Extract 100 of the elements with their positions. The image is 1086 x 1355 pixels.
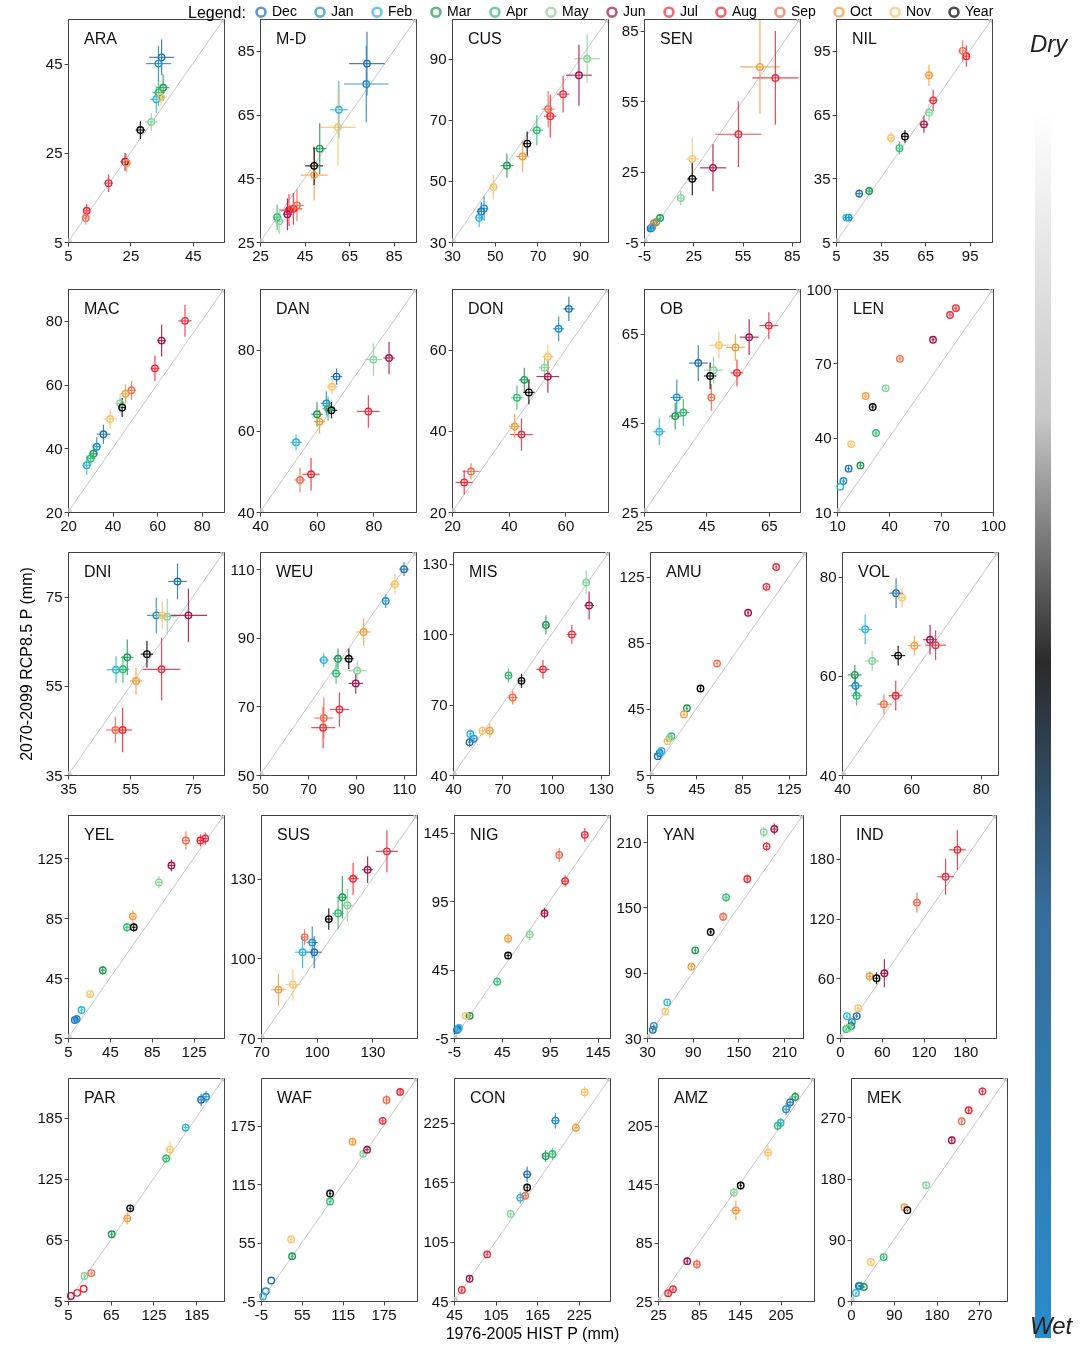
x-tick-label: 60 bbox=[308, 516, 326, 534]
legend-label: Oct bbox=[850, 3, 872, 20]
x-tick-label: 45 bbox=[102, 1042, 119, 1060]
x-tick-label: 125 bbox=[181, 1042, 207, 1060]
text: NIG bbox=[470, 826, 499, 843]
y-tick-label: 270 bbox=[820, 1108, 846, 1126]
x-tick-label: 95 bbox=[541, 1042, 559, 1060]
x-tick-label: 90 bbox=[684, 1042, 702, 1060]
x-tick-label: 100 bbox=[539, 779, 565, 797]
legend-label: Feb bbox=[388, 3, 413, 20]
x-tick-label: 85 bbox=[143, 1042, 161, 1060]
y-tick-label: 20 bbox=[429, 503, 447, 521]
y-tick-label: 120 bbox=[809, 910, 835, 928]
x-tick-label: 65 bbox=[917, 246, 934, 264]
x-tick-label: 70 bbox=[253, 1042, 270, 1060]
x-tick-label: 45 bbox=[698, 516, 716, 534]
x-tick-label: 130 bbox=[588, 779, 614, 797]
x-tick-label: 60 bbox=[873, 1042, 891, 1060]
y-tick-label: 5 bbox=[54, 233, 63, 251]
y-tick-label: 10 bbox=[814, 503, 832, 521]
text: ARA bbox=[84, 30, 118, 47]
text: PAR bbox=[84, 1089, 116, 1106]
text: DON bbox=[468, 300, 504, 317]
y-tick-label: 85 bbox=[45, 909, 63, 927]
y-tick-label: 205 bbox=[627, 1117, 653, 1135]
x-tick-label: 35 bbox=[872, 246, 890, 264]
y-tick-label: 75 bbox=[45, 588, 63, 606]
text: MEK bbox=[867, 1089, 902, 1106]
y-tick-label: 50 bbox=[237, 766, 255, 784]
y-tick-label: 100 bbox=[422, 625, 448, 643]
y-tick-label: 80 bbox=[45, 312, 63, 330]
x-tick-label: 125 bbox=[141, 1305, 167, 1323]
x-tick-label: 60 bbox=[149, 516, 166, 534]
text: YAN bbox=[663, 826, 695, 843]
x-tick-label: 40 bbox=[881, 516, 898, 534]
y-tick-label: 185 bbox=[37, 1109, 63, 1127]
y-tick-label: 45 bbox=[45, 969, 63, 987]
y-tick-label: 45 bbox=[621, 414, 639, 432]
x-tick-label: 55 bbox=[122, 779, 140, 797]
x-tick-label: 185 bbox=[184, 1305, 210, 1323]
x-tick-label: 125 bbox=[776, 779, 802, 797]
x-tick-label: 75 bbox=[184, 779, 202, 797]
text: SEN bbox=[660, 30, 693, 47]
x-tick-label: 45 bbox=[688, 779, 706, 797]
y-tick-label: 100 bbox=[806, 280, 832, 298]
y-tick-label: 40 bbox=[819, 766, 837, 784]
x-tick-label: 180 bbox=[953, 1042, 979, 1060]
x-tick-label: 80 bbox=[193, 516, 211, 534]
x-tick-label: 45 bbox=[296, 246, 314, 264]
y-tick-label: 70 bbox=[814, 354, 832, 372]
y-tick-label: 45 bbox=[431, 1292, 449, 1310]
y-tick-label: 85 bbox=[627, 634, 645, 652]
y-tick-label: 80 bbox=[819, 568, 837, 586]
y-tick-label: 40 bbox=[45, 439, 63, 457]
text: DAN bbox=[276, 300, 310, 317]
x-tick-label: 70 bbox=[494, 779, 512, 797]
y-tick-label: 80 bbox=[237, 341, 255, 359]
x-tick-label: 45 bbox=[494, 1042, 511, 1060]
y-tick-label: 225 bbox=[423, 1114, 449, 1132]
x-tick-label: 25 bbox=[685, 246, 703, 264]
x-tick-label: 55 bbox=[734, 246, 752, 264]
y-tick-label: 90 bbox=[624, 964, 642, 982]
text: YEL bbox=[84, 826, 115, 843]
x-tick-label: 70 bbox=[300, 779, 317, 797]
x-tick-label: 205 bbox=[768, 1305, 794, 1323]
x-tick-label: 105 bbox=[483, 1305, 509, 1323]
y-tick-label: 30 bbox=[624, 1029, 642, 1047]
x-tick-label: 65 bbox=[760, 516, 778, 534]
y-tick-label: 100 bbox=[230, 949, 256, 967]
x-tick-label: 180 bbox=[924, 1305, 950, 1323]
y-tick-label: 5 bbox=[54, 1029, 63, 1047]
x-tick-label: 100 bbox=[304, 1042, 330, 1060]
legend-label: Dec bbox=[272, 3, 297, 20]
y-tick-label: 25 bbox=[621, 163, 639, 181]
text: OB bbox=[660, 300, 684, 317]
text: NIL bbox=[852, 30, 877, 47]
legend-label: Mar bbox=[447, 3, 472, 20]
text: AMZ bbox=[674, 1089, 708, 1106]
y-tick-label: 125 bbox=[37, 849, 63, 867]
y-tick-label: 145 bbox=[423, 824, 449, 842]
x-tick-label: 100 bbox=[980, 516, 1007, 534]
y-tick-label: 30 bbox=[429, 233, 447, 251]
y-tick-label: 25 bbox=[621, 503, 639, 521]
x-tick-label: 145 bbox=[727, 1305, 753, 1323]
y-tick-label: 95 bbox=[813, 42, 831, 60]
y-tick-label: 110 bbox=[230, 560, 255, 578]
x-tick-label: 90 bbox=[572, 246, 590, 264]
y-tick-label: 85 bbox=[635, 1234, 653, 1252]
text: Dry bbox=[1030, 30, 1068, 58]
x-tick-label: 145 bbox=[585, 1042, 611, 1060]
x-tick-label: 85 bbox=[691, 1305, 708, 1323]
x-tick-label: 40 bbox=[445, 779, 462, 797]
y-axis-title: 2070-2099 RCP8.5 P (mm) bbox=[17, 567, 35, 761]
x-tick-label: 95 bbox=[961, 246, 979, 264]
y-tick-label: 60 bbox=[237, 422, 255, 440]
y-tick-label: 175 bbox=[230, 1117, 256, 1135]
text: LEN bbox=[853, 300, 885, 317]
y-tick-label: 55 bbox=[45, 677, 63, 695]
y-tick-label: 180 bbox=[809, 850, 835, 868]
y-tick-label: 165 bbox=[423, 1173, 449, 1191]
